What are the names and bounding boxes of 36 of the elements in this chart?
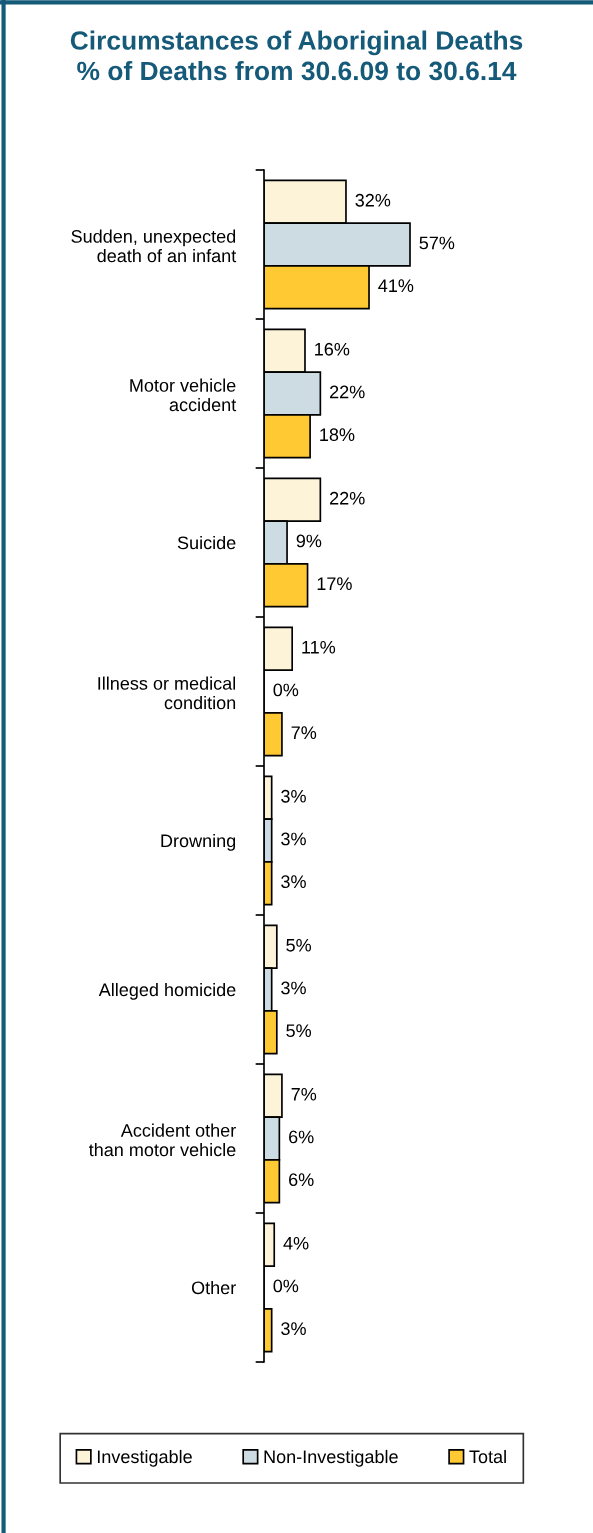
y-tick-label: Suicide: [177, 535, 236, 550]
data-label: 9%: [296, 534, 322, 548]
y-tick-label: Sudden, unexpected death of an infant: [71, 229, 237, 263]
chart-title: Circumstances of Aboriginal Deaths % of Deaths from 30.6.09 to 30.6.14: [70, 30, 523, 81]
data-label: 5%: [286, 938, 312, 952]
data-label: 17%: [317, 577, 352, 590]
data-label: 22%: [330, 491, 365, 505]
legend-label: Non-Investigable: [264, 1449, 398, 1467]
data-label: 7%: [291, 726, 317, 739]
data-label: 32%: [355, 193, 391, 207]
data-label: 6%: [289, 1130, 314, 1144]
data-label: 41%: [378, 279, 414, 292]
data-label: 5%: [286, 1024, 312, 1038]
y-tick-label: Illness or medical condition: [98, 676, 236, 710]
data-label: 6%: [289, 1173, 314, 1187]
data-label: 3%: [281, 789, 306, 803]
y-tick-label: Accident other than motor vehicle: [88, 1123, 236, 1157]
data-label: 22%: [330, 385, 365, 399]
data-label: 0%: [273, 1279, 299, 1293]
y-tick-label: Drowning: [161, 833, 236, 851]
data-label: 4%: [283, 1236, 309, 1250]
data-label: 7%: [291, 1087, 317, 1101]
data-label: 3%: [281, 1322, 306, 1336]
legend-label: Investigable: [97, 1449, 192, 1467]
data-label: 16%: [315, 342, 350, 356]
legend-label: Total: [469, 1449, 506, 1464]
y-tick-label: Alleged homicide: [98, 982, 236, 1000]
data-label: 18%: [320, 428, 355, 442]
data-label: 11%: [302, 640, 336, 654]
data-label: 3%: [281, 981, 306, 995]
data-label: 3%: [281, 832, 306, 846]
y-tick-label: Other: [191, 1280, 236, 1295]
data-label: 0%: [273, 683, 299, 697]
data-label: 3%: [281, 875, 306, 889]
y-tick-label: Motor vehicle accident: [130, 378, 237, 412]
data-label: 57%: [419, 236, 455, 250]
